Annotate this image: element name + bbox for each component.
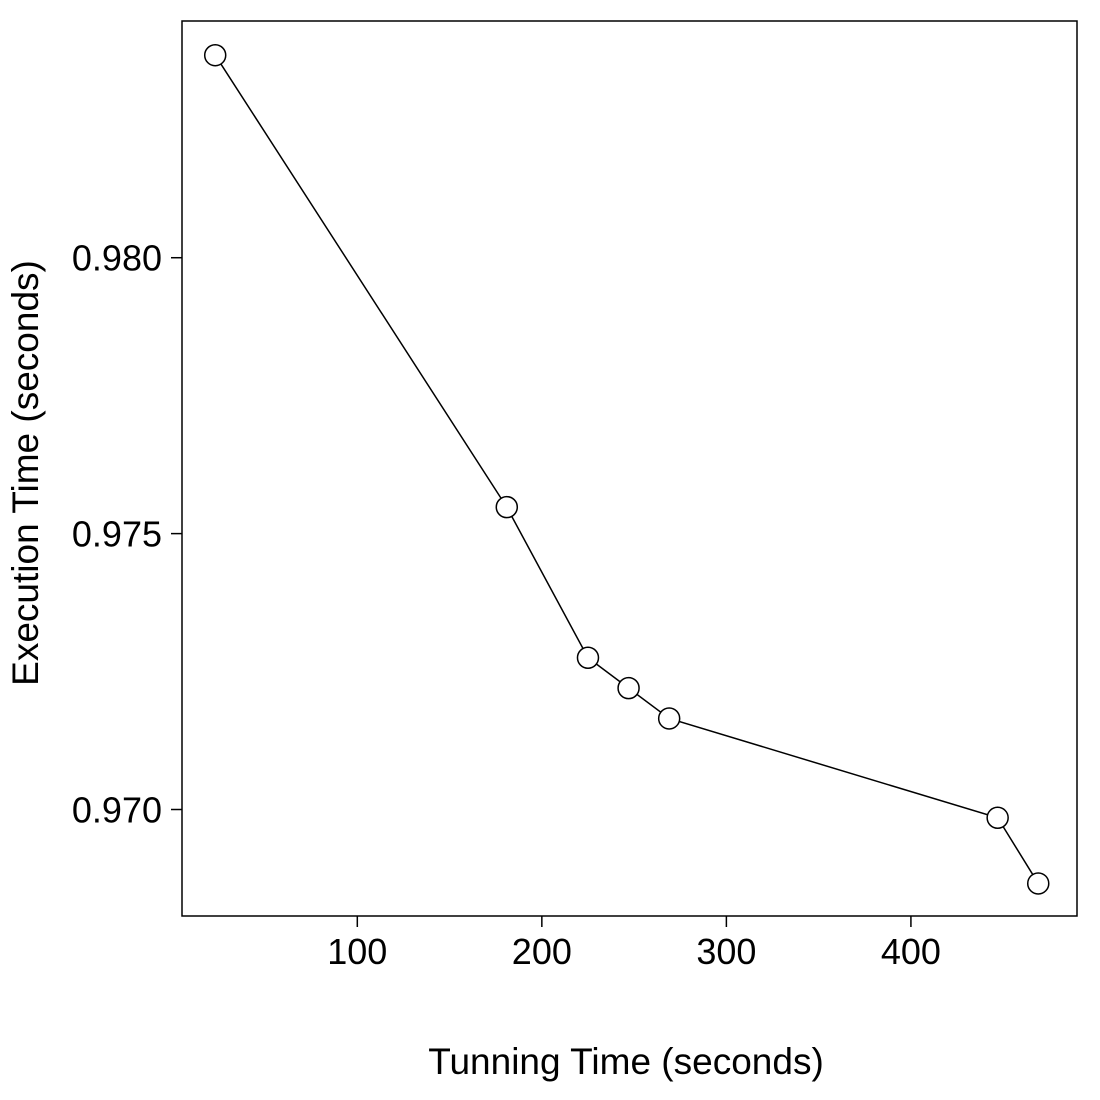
x-axis: 100 200 300 400 [327, 916, 941, 972]
y-tick-label: 0.970 [72, 790, 162, 831]
series-layer [203, 43, 1050, 895]
data-point [986, 806, 1009, 830]
data-point [1026, 872, 1050, 895]
data-point [495, 495, 519, 519]
y-axis-label: Execution Time (seconds) [5, 260, 46, 686]
data-point [617, 676, 640, 700]
plot-frame [181, 20, 1078, 917]
data-point [576, 646, 600, 670]
y-tick-label: 0.975 [72, 514, 162, 555]
x-tick-label: 100 [327, 931, 387, 972]
x-axis-label: Tunning Time (seconds) [428, 1041, 824, 1082]
y-tick-label: 0.980 [72, 238, 162, 279]
data-point [657, 707, 681, 730]
x-tick-label: 400 [881, 931, 941, 972]
x-tick-label: 200 [512, 931, 572, 972]
x-tick-label: 300 [696, 931, 756, 972]
y-axis: 0.970 0.975 0.980 [72, 238, 182, 831]
data-point [203, 43, 227, 67]
series-line [214, 54, 1039, 884]
